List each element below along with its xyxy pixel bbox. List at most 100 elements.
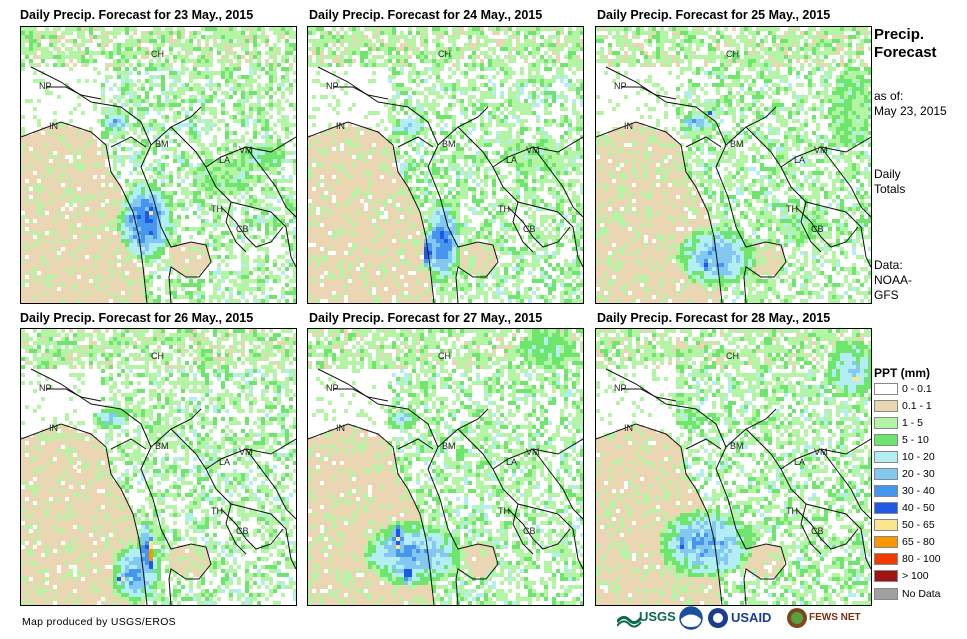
country-border xyxy=(245,146,296,218)
legend-swatch xyxy=(874,383,898,395)
sidebar-data-line2: NOAA- xyxy=(874,273,913,287)
country-border xyxy=(427,408,499,605)
panel-title-3: Daily Precip. Forecast for 25 May., 2015 xyxy=(597,8,831,22)
precip-map: CH NP IN BM LA VM TH CB xyxy=(596,27,871,303)
country-label-ch: CH xyxy=(726,49,739,59)
country-border xyxy=(685,438,722,450)
country-border xyxy=(820,448,871,520)
panel-title-5: Daily Precip. Forecast for 27 May., 2015 xyxy=(309,311,543,325)
precip-grid xyxy=(21,329,296,605)
country-label-vm: VM xyxy=(239,145,253,155)
usgs-logo-text: USGS xyxy=(639,609,676,624)
sidebar-asof-label: as of: xyxy=(874,89,904,103)
fewsnet-globe-icon xyxy=(787,608,807,628)
country-border xyxy=(745,126,871,268)
legend-label: 5 - 10 xyxy=(902,434,929,446)
sidebar-data-line1: Data: xyxy=(874,258,903,272)
sidebar-asof: as of: May 23, 2015 xyxy=(874,89,947,119)
map-panel-6: CH NP IN BM LA VM TH CB xyxy=(595,328,872,606)
country-label-ch: CH xyxy=(726,351,739,361)
country-label-in: IN xyxy=(49,423,58,433)
legend-item: > 100 xyxy=(874,570,929,583)
usgs-wave-icon xyxy=(615,615,643,628)
country-border xyxy=(715,106,787,303)
country-border xyxy=(308,423,435,605)
sidebar-data-source: Data: NOAA- GFS xyxy=(874,258,912,303)
legend-title: PPT (mm) xyxy=(874,366,931,380)
precip-map: CH NP IN BM LA VM TH CB xyxy=(21,329,296,605)
legend-swatch xyxy=(874,485,898,497)
legend-label: 50 - 65 xyxy=(902,519,935,531)
country-label-ch: CH xyxy=(151,351,164,361)
country-label-la: LA xyxy=(506,155,517,165)
country-label-cb: CB xyxy=(811,526,824,536)
country-label-vm: VM xyxy=(814,447,828,457)
country-label-np: NP xyxy=(39,383,52,393)
legend-label: 0.1 - 1 xyxy=(902,400,932,412)
country-label-in: IN xyxy=(336,423,345,433)
usaid-logo: USAID xyxy=(707,606,785,630)
country-label-cb: CB xyxy=(236,526,249,536)
country-label-ch: CH xyxy=(438,49,451,59)
country-border xyxy=(596,121,723,303)
country-label-cb: CB xyxy=(523,526,536,536)
country-border xyxy=(21,423,148,605)
country-border xyxy=(800,201,822,253)
country-label-in: IN xyxy=(624,423,633,433)
country-border xyxy=(397,136,434,148)
country-border xyxy=(532,146,583,218)
legend-swatch xyxy=(874,451,898,463)
country-label-vm: VM xyxy=(526,145,540,155)
country-label-vm: VM xyxy=(526,447,540,457)
sidebar-daily-totals: Daily Totals xyxy=(874,167,905,197)
country-border xyxy=(225,201,247,253)
legend-swatch xyxy=(874,502,898,514)
country-border xyxy=(30,368,152,448)
legend-label: 1 - 5 xyxy=(902,417,924,429)
legend-label: No Data xyxy=(902,588,941,600)
country-border xyxy=(225,503,247,555)
country-border xyxy=(605,66,727,146)
country-border xyxy=(795,206,859,248)
country-label-th: TH xyxy=(211,506,223,516)
country-border xyxy=(715,408,787,605)
country-label-th: TH xyxy=(211,204,223,214)
country-label-cb: CB xyxy=(236,224,249,234)
legend-swatch xyxy=(874,536,898,548)
country-border xyxy=(170,428,296,570)
country-border xyxy=(46,86,102,100)
country-border xyxy=(397,438,434,450)
country-border xyxy=(685,136,722,148)
country-border xyxy=(512,201,534,253)
legend-item: 1 - 5 xyxy=(874,417,923,430)
precip-grid xyxy=(596,27,871,303)
country-border xyxy=(800,503,822,555)
legend-item: 80 - 100 xyxy=(874,553,941,566)
country-border xyxy=(820,146,871,218)
legend-swatch xyxy=(874,519,898,531)
country-label-vm: VM xyxy=(814,145,828,155)
country-label-bm: BM xyxy=(442,139,456,149)
map-panel-3: CH NP IN BM LA VM TH CB xyxy=(595,26,872,304)
country-border xyxy=(596,423,723,605)
country-label-bm: BM xyxy=(730,139,744,149)
country-border xyxy=(457,428,583,570)
map-credit: Map produced by USGS/EROS xyxy=(22,616,176,628)
legend-item: 20 - 30 xyxy=(874,468,935,481)
country-label-la: LA xyxy=(219,155,230,165)
country-border xyxy=(140,106,212,303)
country-border xyxy=(507,508,571,550)
country-label-ch: CH xyxy=(151,49,164,59)
country-label-la: LA xyxy=(794,457,805,467)
country-border xyxy=(30,66,152,146)
legend-item: 50 - 65 xyxy=(874,519,935,532)
country-label-th: TH xyxy=(786,506,798,516)
country-border xyxy=(110,438,147,450)
country-border xyxy=(333,86,389,100)
legend-label: 80 - 100 xyxy=(902,553,941,565)
country-border xyxy=(333,388,389,402)
legend-swatch xyxy=(874,400,898,412)
legend-item: 40 - 50 xyxy=(874,502,935,515)
legend-item: No Data xyxy=(874,588,941,601)
country-border xyxy=(795,508,859,550)
